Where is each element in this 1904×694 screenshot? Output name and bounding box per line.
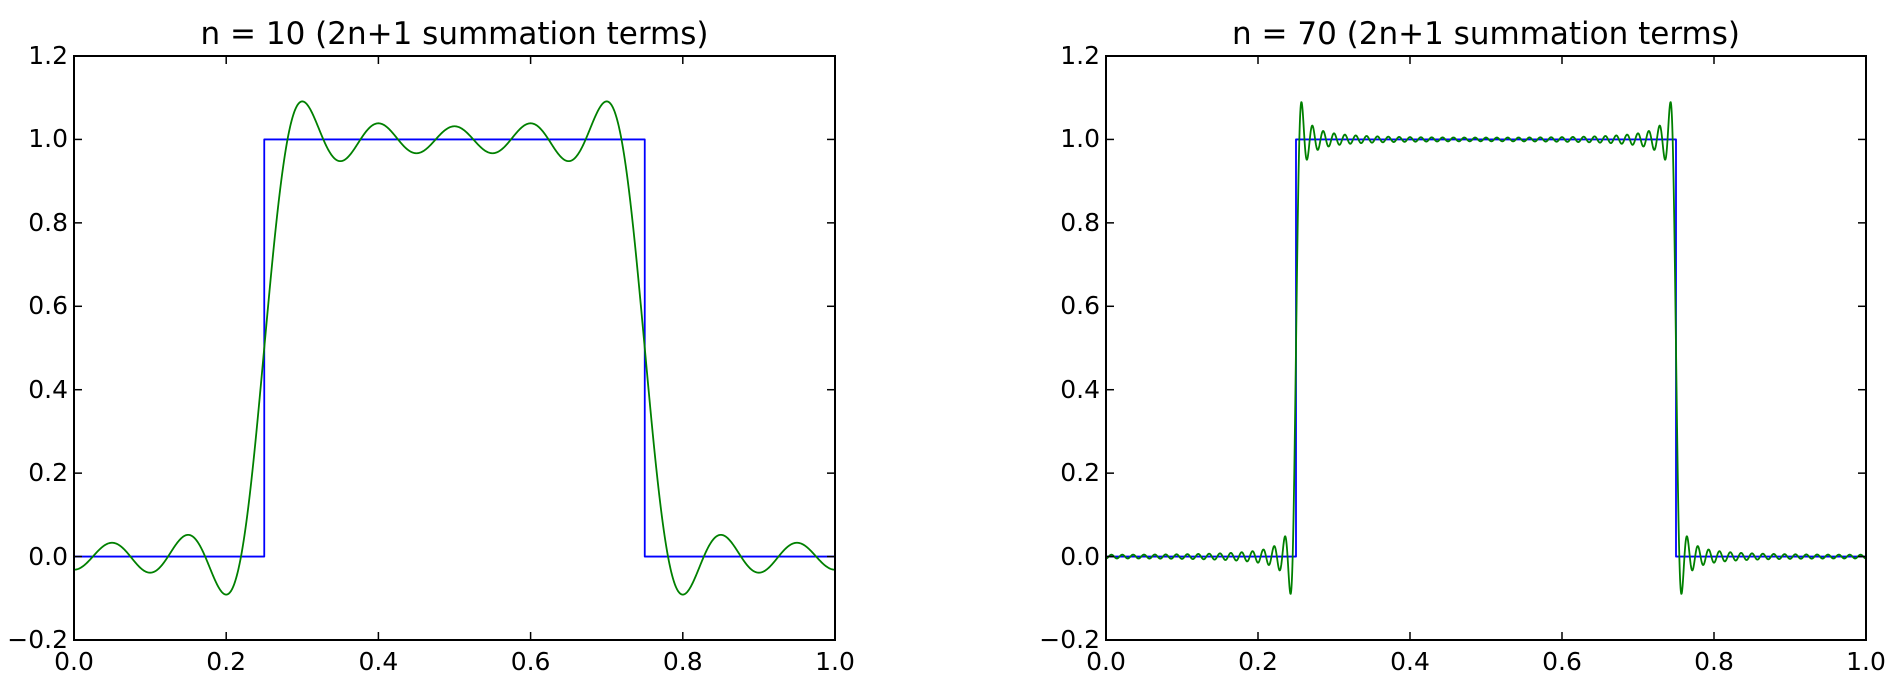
axes-spines [73, 55, 836, 641]
axes-left [73, 55, 836, 641]
x-tick-label: 0.0 [1086, 647, 1126, 676]
plot-title-right: n = 70 (2n+1 summation terms) [1232, 16, 1740, 52]
square-wave-line [1106, 138, 1866, 558]
y-tick-label: 1.0 [28, 124, 68, 154]
x-tick-label: 0.2 [1238, 647, 1278, 676]
y-tick-label: 0.0 [28, 541, 68, 571]
y-tick-label: 0.6 [1060, 291, 1100, 321]
axes-right [1105, 55, 1867, 641]
y-tick-label: −0.2 [7, 625, 68, 654]
x-tick-label: 1.0 [815, 647, 855, 676]
fourier-partial-sum-line [73, 100, 836, 596]
y-tick-label: 0.2 [28, 458, 68, 488]
x-tick-label: 0.6 [1542, 647, 1582, 676]
y-tick-label: −0.2 [1039, 625, 1100, 654]
square-wave-line [74, 138, 835, 558]
y-tick-label: 0.4 [28, 374, 68, 404]
y-tick-label: 1.0 [1060, 124, 1100, 154]
plot-title-left: n = 10 (2n+1 summation terms) [200, 16, 709, 52]
tick-marks [73, 55, 836, 641]
axes-spines [1105, 55, 1867, 641]
tick-marks [1105, 55, 1867, 641]
y-tick-label: 0.6 [28, 291, 68, 321]
y-tick-label: 1.2 [1060, 41, 1100, 70]
y-tick-label: 0.4 [1060, 374, 1100, 404]
x-tick-label: 0.6 [510, 647, 551, 676]
x-tick-label: 0.2 [206, 647, 247, 676]
y-tick-label: 1.2 [28, 41, 68, 70]
y-tick-label: 0.0 [1060, 541, 1100, 571]
y-tick-label: 0.2 [1060, 458, 1100, 488]
x-tick-label: 0.8 [1694, 647, 1734, 676]
x-tick-label: 1.0 [1846, 647, 1886, 676]
x-tick-label: 0.8 [662, 647, 703, 676]
y-tick-label: 0.8 [1060, 207, 1100, 237]
y-tick-label: 0.8 [28, 207, 68, 237]
x-tick-label: 0.4 [358, 647, 399, 676]
fourier-partial-sum-line [1105, 101, 1867, 595]
x-tick-label: 0.4 [1390, 647, 1430, 676]
x-tick-label: 0.0 [54, 647, 94, 676]
